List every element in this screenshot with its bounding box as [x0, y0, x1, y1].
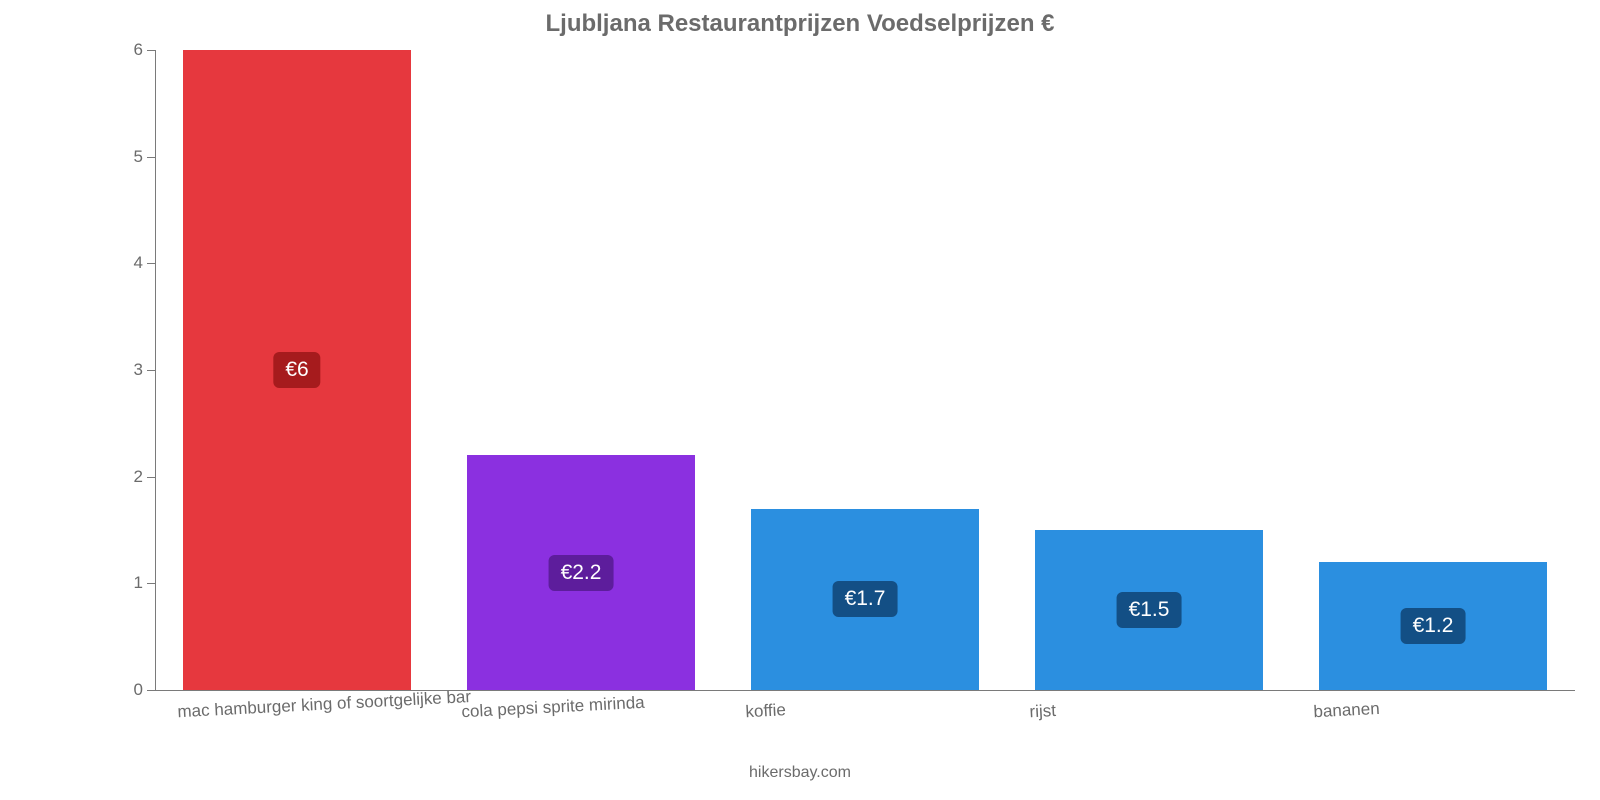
x-tick-label: koffie [745, 700, 786, 722]
bar-value-label: €1.2 [1401, 608, 1466, 644]
bar-value-label: €2.2 [549, 555, 614, 591]
y-axis-line [155, 50, 156, 690]
chart-title: Ljubljana Restaurantprijzen Voedselprijz… [0, 10, 1600, 38]
x-tick-label: cola pepsi sprite mirinda [461, 693, 645, 723]
attribution: hikersbay.com [0, 764, 1600, 782]
y-tick-label: 0 [105, 680, 143, 700]
bar-chart: Ljubljana Restaurantprijzen Voedselprijz… [0, 0, 1600, 800]
x-tick-label: rijst [1029, 701, 1056, 722]
y-tick [147, 50, 155, 51]
y-tick [147, 477, 155, 478]
y-tick-label: 2 [105, 467, 143, 487]
y-tick [147, 263, 155, 264]
y-tick-label: 1 [105, 573, 143, 593]
y-tick-label: 5 [105, 147, 143, 167]
x-axis-line [155, 690, 1575, 691]
y-tick [147, 370, 155, 371]
y-tick [147, 690, 155, 691]
y-tick [147, 583, 155, 584]
plot-area: 0123456 €6€2.2€1.7€1.5€1.2 [155, 50, 1575, 690]
y-tick-label: 4 [105, 253, 143, 273]
x-tick-label: bananen [1313, 699, 1380, 722]
bar-value-label: €1.5 [1117, 592, 1182, 628]
y-tick-label: 6 [105, 40, 143, 60]
y-tick [147, 157, 155, 158]
y-tick-label: 3 [105, 360, 143, 380]
x-tick-label: mac hamburger king of soortgelijke bar [177, 687, 472, 722]
bar-value-label: €1.7 [833, 581, 898, 617]
bar-value-label: €6 [273, 352, 320, 388]
